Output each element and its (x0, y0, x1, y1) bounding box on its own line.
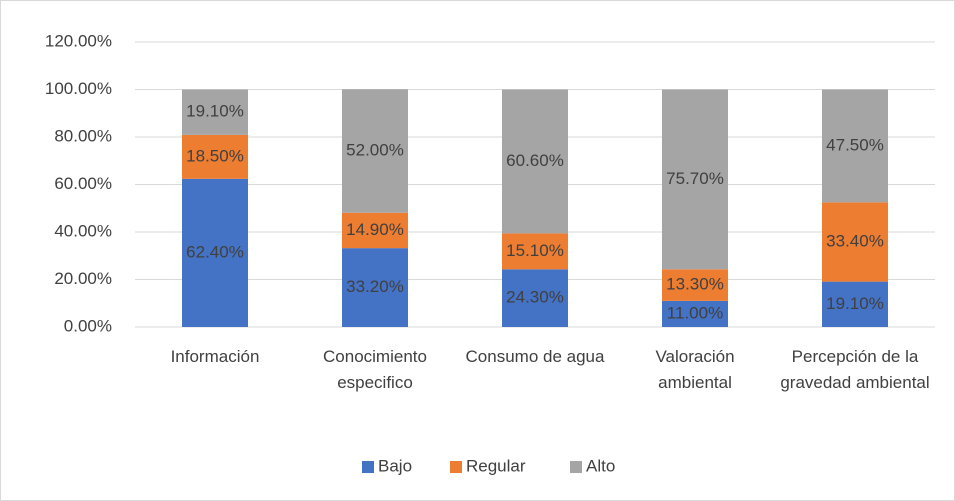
legend-label: Bajo (378, 456, 412, 475)
data-label: 19.10% (826, 294, 884, 313)
y-tick-label: 0.00% (64, 316, 112, 335)
data-label: 14.90% (346, 220, 404, 239)
bar-segment (182, 178, 248, 327)
legend-label: Regular (466, 456, 526, 475)
data-label: 62.40% (186, 242, 244, 261)
bar-segment (662, 89, 728, 270)
data-label: 47.50% (826, 135, 884, 154)
bar-segment (662, 300, 728, 327)
legend-label: Alto (586, 456, 615, 475)
data-label: 75.70% (666, 169, 724, 188)
y-tick-label: 100.00% (45, 79, 112, 98)
bar-segment (822, 281, 888, 327)
bar-segment (822, 89, 888, 203)
x-tick-label: Conocimiento especifico (323, 347, 427, 392)
data-label: 11.00% (667, 303, 723, 322)
y-tick-label: 40.00% (54, 221, 112, 240)
legend-swatch (450, 461, 462, 473)
x-tick-label: Valoración ambiental (655, 347, 735, 392)
bar-segment (502, 233, 568, 270)
data-label: 18.50% (186, 146, 244, 165)
bar-segment (342, 89, 408, 213)
bar-segment (662, 269, 728, 301)
data-label: 33.20% (346, 277, 404, 296)
y-tick-label: 20.00% (54, 269, 112, 288)
bar-segment (502, 269, 568, 327)
y-tick-label: 80.00% (54, 126, 112, 145)
data-label: 60.60% (506, 151, 564, 170)
x-tick-label: Información (170, 347, 260, 366)
data-label: 19.10% (186, 102, 244, 121)
y-tick-label: 60.00% (54, 174, 112, 193)
bar-segment (182, 89, 248, 135)
data-label: 15.10% (506, 241, 564, 260)
y-tick-label: 120.00% (45, 31, 112, 50)
bar-segment (182, 134, 248, 179)
data-label: 13.30% (666, 275, 724, 294)
x-tick-label: Percepción de la gravedad ambiental (780, 347, 930, 392)
bar-segment (342, 212, 408, 249)
bar-segment (822, 202, 888, 282)
data-label: 24.30% (506, 288, 564, 307)
bar-segment (342, 248, 408, 327)
bar-segment (502, 89, 568, 234)
legend-swatch (362, 461, 374, 473)
legend-swatch (570, 461, 582, 473)
x-tick-label: Consumo de agua (465, 347, 605, 366)
data-label: 52.00% (346, 140, 404, 159)
data-label: 33.40% (826, 231, 884, 250)
